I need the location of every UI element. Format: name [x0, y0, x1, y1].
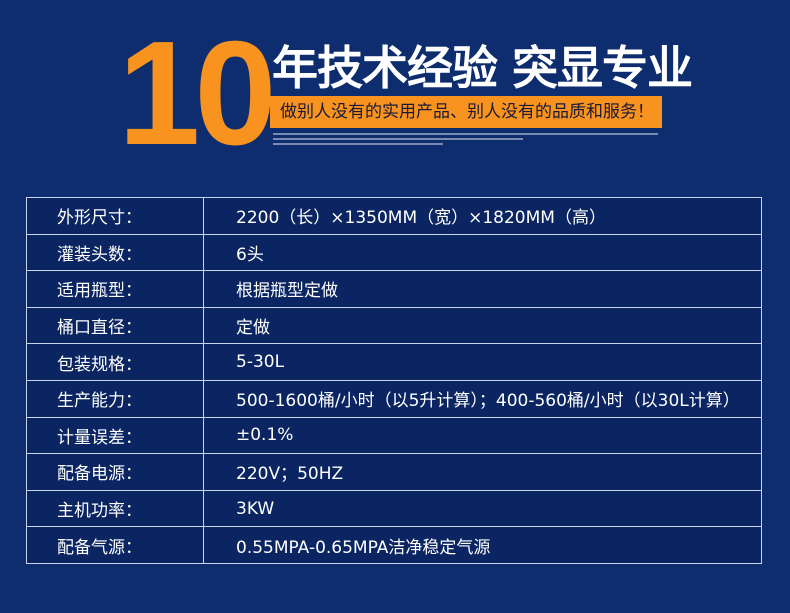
spec-row: 主机功率： 3KW: [26, 489, 762, 528]
spec-value: ±0.1%: [203, 416, 762, 455]
fine-print-line: [273, 143, 443, 145]
years-number: 10: [118, 11, 277, 176]
headline: 年技术经验 突显专业: [272, 41, 693, 95]
spec-label: 桶口直径：: [26, 306, 204, 345]
slogan-banner: 做别人没有的实用产品、别人没有的品质和服务！: [270, 96, 662, 128]
spec-row: 包装规格： 5-30L: [26, 343, 762, 381]
spec-value: 6头: [203, 233, 762, 272]
spec-value: 2200（长）×1350MM（宽）×1820MM（高）: [203, 197, 762, 235]
spec-label: 包装规格：: [26, 343, 204, 381]
fine-print-line: [273, 133, 658, 135]
spec-row: 生产能力： 500-1600桶/小时（以5升计算）；400-560桶/小时（以30…: [26, 379, 762, 418]
spec-table: 外形尺寸： 2200（长）×1350MM（宽）×1820MM（高） 灌装头数： 6头…: [26, 197, 762, 564]
spec-value: 根据瓶型定做: [203, 270, 762, 308]
spec-label: 配备气源：: [26, 526, 204, 564]
spec-row: 适用瓶型： 根据瓶型定做: [26, 270, 762, 308]
spec-value: 0.55MPA-0.65MPA洁净稳定气源: [203, 526, 762, 564]
spec-row: 灌装头数： 6头: [26, 233, 762, 272]
spec-value: 220V；50HZ: [203, 453, 762, 491]
spec-label: 灌装头数：: [26, 233, 204, 272]
spec-row: 外形尺寸： 2200（长）×1350MM（宽）×1820MM（高）: [26, 197, 762, 235]
spec-value: 5-30L: [203, 343, 762, 381]
spec-row: 配备电源： 220V；50HZ: [26, 453, 762, 491]
spec-label: 配备电源：: [26, 453, 204, 491]
spec-row: 计量误差： ±0.1%: [26, 416, 762, 455]
spec-row: 配备气源： 0.55MPA-0.65MPA洁净稳定气源: [26, 526, 762, 564]
spec-label: 生产能力：: [26, 379, 204, 418]
fine-print-line: [273, 138, 523, 140]
spec-label: 计量误差：: [26, 416, 204, 455]
spec-label: 外形尺寸：: [26, 197, 204, 235]
spec-row: 桶口直径： 定做: [26, 306, 762, 345]
spec-value: 3KW: [203, 489, 762, 528]
spec-label: 适用瓶型：: [26, 270, 204, 308]
spec-value: 500-1600桶/小时（以5升计算）；400-560桶/小时（以30L计算）: [203, 379, 762, 418]
spec-value: 定做: [203, 306, 762, 345]
slogan-text: 做别人没有的实用产品、别人没有的品质和服务！: [280, 102, 654, 122]
spec-label: 主机功率：: [26, 489, 204, 528]
